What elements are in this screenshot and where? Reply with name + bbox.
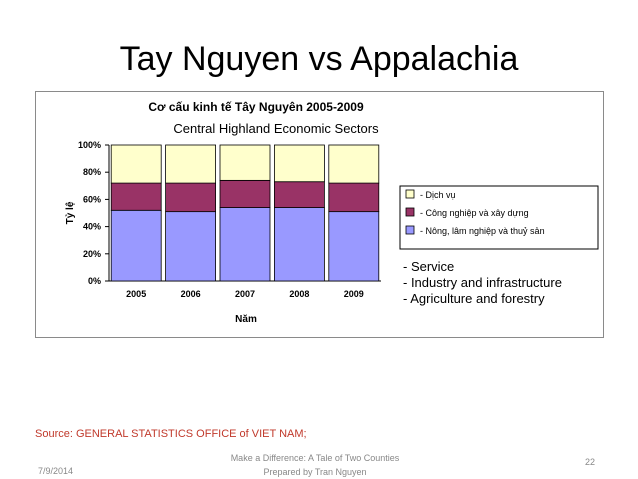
legend-swatch xyxy=(405,225,415,235)
bar-segment xyxy=(328,144,380,184)
footer-line-2: Prepared by Tran Nguyen xyxy=(263,467,367,477)
translation-line: - Industry and infrastructure xyxy=(403,275,562,290)
bar-segment xyxy=(165,182,217,213)
bar-segment xyxy=(165,211,217,282)
footer-date: 7/9/2014 xyxy=(38,466,74,476)
stacked-bar-chart: Cơ cấu kinh tế Tây Nguyên 2005-2009 Centr… xyxy=(65,100,599,325)
footer-line-1: Make a Difference: A Tale of Two Countie… xyxy=(230,453,400,463)
page-number: 22 xyxy=(585,457,596,467)
x-axis-title: Năm xyxy=(235,314,257,325)
x-tick-label: 2009 xyxy=(344,289,364,299)
x-tick-label: 2005 xyxy=(126,289,146,299)
y-tick-label: 40% xyxy=(83,222,101,232)
legend-box xyxy=(399,185,599,250)
bar-segment xyxy=(110,209,162,282)
legend-label: - Nông, lâm nghiệp và thuỷ sản xyxy=(420,226,545,236)
bar-segment xyxy=(328,182,380,213)
x-tick-label: 2007 xyxy=(235,289,255,299)
y-tick-label: 0% xyxy=(88,276,101,286)
y-tick-label: 20% xyxy=(83,249,101,259)
y-tick-label: 80% xyxy=(83,167,101,177)
bar-segment xyxy=(273,207,325,282)
legend-swatch xyxy=(405,189,415,199)
chart-title: Cơ cấu kinh tế Tây Nguyên 2005-2009 xyxy=(148,100,364,114)
chart-frame: Cơ cấu kinh tế Tây Nguyên 2005-2009 Centr… xyxy=(35,91,604,338)
bar-segment xyxy=(328,211,380,282)
x-tick-label: 2008 xyxy=(289,289,309,299)
bar-segment xyxy=(219,207,271,282)
footer-caption: Make a Difference: A Tale of Two Countie… xyxy=(200,451,430,479)
x-tick-label: 2006 xyxy=(181,289,201,299)
y-tick-label: 60% xyxy=(83,194,101,204)
legend-swatch xyxy=(405,207,415,217)
translation-line: - Agriculture and forestry xyxy=(403,291,545,306)
legend-label: - Dịch vụ xyxy=(420,190,456,200)
source-note: Source: GENERAL STATISTICS OFFICE of VIE… xyxy=(35,428,307,440)
bar-segment xyxy=(110,182,162,211)
bar-segment xyxy=(273,181,325,208)
bar-segment xyxy=(273,144,325,183)
legend-label: - Công nghiệp và xây dựng xyxy=(420,208,529,218)
bar-segment xyxy=(165,144,217,184)
chart-subtitle: Central Highland Economic Sectors xyxy=(173,121,379,136)
y-tick-label: 100% xyxy=(78,140,101,150)
bar-segment xyxy=(219,179,271,208)
bar-segment xyxy=(110,144,162,184)
slide-title: Tay Nguyen vs Appalachia xyxy=(119,40,519,78)
y-axis-title: Tỷ lệ xyxy=(65,201,76,224)
translation-line: - Service xyxy=(403,259,454,274)
bar-segment xyxy=(219,144,271,181)
